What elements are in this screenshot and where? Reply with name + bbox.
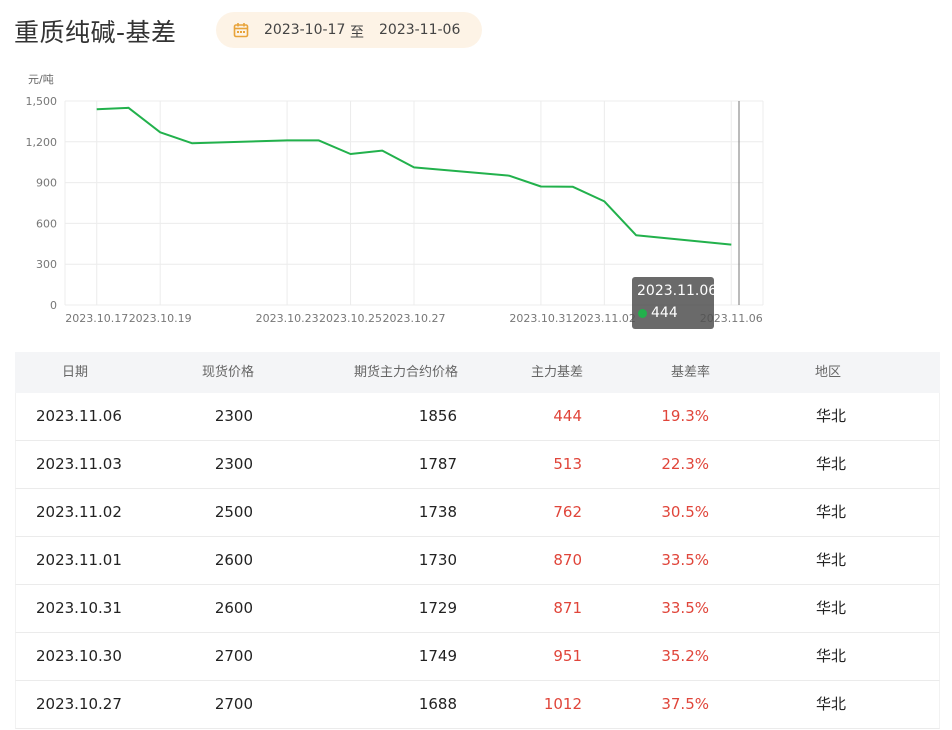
table-row: 2023.11.06 2300 1856 444 19.3% 华北 [15, 393, 940, 441]
date-separator: 至 [350, 25, 364, 41]
table-body: 2023.11.06 2300 1856 444 19.3% 华北 2023.11.03 23… [15, 393, 940, 729]
x-tick-label: 2023.10.25 [319, 312, 382, 325]
cell-date: 2023.10.27 [36, 695, 122, 713]
x-tick-label: 2023.10.31 [509, 312, 572, 325]
cell-region: 华北 [816, 503, 847, 521]
table-header: 日期 现货价格 期货主力合约价格 主力基差 基差率 地区 [15, 352, 940, 393]
cell-basis-rate: 37.5% [661, 695, 709, 713]
basis-line-chart: 1,500 1,200 900 600 300 0 2023.10.17 2023.10.1… [26, 73, 764, 325]
cell-date: 2023.11.03 [36, 455, 122, 473]
cell-region: 华北 [816, 407, 847, 425]
cell-basis: 871 [553, 599, 582, 617]
cell-region: 华北 [816, 695, 847, 713]
cell-spot-price: 2700 [214, 695, 253, 713]
cell-region: 华北 [816, 551, 847, 569]
x-tick-label: 2023.11.06 [700, 312, 763, 325]
x-tick-label: 2023.10.17 [65, 312, 128, 325]
table-row: 2023.11.02 2500 1738 762 30.5% 华北 [15, 489, 940, 537]
cell-region: 华北 [816, 647, 847, 665]
cell-futures-price: 1856 [418, 407, 457, 425]
chart-tooltip: 2023.11.06 444 [632, 277, 718, 329]
y-tick-label: 300 [36, 258, 57, 271]
y-axis-unit: 元/吨 [28, 73, 54, 86]
cell-region: 华北 [816, 455, 847, 473]
cell-spot-price: 2300 [214, 407, 253, 425]
cell-basis: 762 [553, 503, 582, 521]
y-tick-label: 600 [36, 217, 57, 230]
header-spot-price: 现货价格 [201, 365, 254, 380]
cell-spot-price: 2300 [214, 455, 253, 473]
page-title: 重质纯碱-基差 [14, 18, 177, 47]
cell-basis: 951 [553, 647, 582, 665]
table-row: 2023.10.31 2600 1729 871 33.5% 华北 [15, 585, 940, 633]
header-basis: 主力基差 [530, 365, 583, 380]
header-region: 地区 [815, 365, 842, 380]
cell-futures-price: 1730 [418, 551, 457, 569]
x-tick-label: 2023.11.02 [573, 312, 636, 325]
y-tick-label: 1,200 [26, 136, 58, 149]
date-range-picker[interactable]: 2023-10-17 至 2023-11-06 [216, 12, 482, 48]
cell-futures-price: 1787 [418, 455, 457, 473]
x-tick-label: 2023.10.23 [256, 312, 319, 325]
table-row: 2023.10.30 2700 1749 951 35.2% 华北 [15, 633, 940, 681]
y-tick-label: 900 [36, 177, 57, 190]
table-row: 2023.10.27 2700 1688 1012 37.5% 华北 [15, 681, 940, 729]
basis-table: 日期 现货价格 期货主力合约价格 主力基差 基差率 地区 2023.11.06 2… [15, 352, 940, 729]
tooltip-marker [638, 309, 647, 318]
start-date[interactable]: 2023-10-17 [264, 22, 346, 38]
tooltip-date: 2023.11.06 [637, 283, 718, 299]
cell-spot-price: 2600 [214, 599, 253, 617]
cell-date: 2023.11.06 [36, 407, 122, 425]
x-tick-label: 2023.10.27 [383, 312, 446, 325]
header-futures-price: 期货主力合约价格 [353, 365, 458, 380]
cell-basis: 1012 [543, 695, 582, 713]
cell-basis-rate: 33.5% [661, 551, 709, 569]
cell-basis-rate: 33.5% [661, 599, 709, 617]
table-row: 2023.11.03 2300 1787 513 22.3% 华北 [15, 441, 940, 489]
end-date[interactable]: 2023-11-06 [379, 22, 461, 38]
cell-futures-price: 1688 [418, 695, 457, 713]
cell-basis-rate: 19.3% [661, 407, 709, 425]
cell-basis-rate: 22.3% [661, 455, 709, 473]
cell-basis: 513 [553, 455, 582, 473]
cell-futures-price: 1749 [418, 647, 457, 665]
cell-date: 2023.10.31 [36, 599, 122, 617]
header-date: 日期 [62, 365, 89, 380]
y-tick-label: 1,500 [26, 95, 58, 108]
series-line [96, 106, 732, 246]
y-tick-label: 0 [50, 299, 57, 312]
calendar-icon [233, 23, 249, 38]
cell-futures-price: 1729 [418, 599, 457, 617]
cell-spot-price: 2700 [214, 647, 253, 665]
cell-date: 2023.10.30 [36, 647, 122, 665]
cell-basis-rate: 35.2% [661, 647, 709, 665]
cell-basis: 444 [553, 407, 582, 425]
header-basis-rate: 基差率 [670, 365, 710, 380]
cell-spot-price: 2500 [214, 503, 253, 521]
cell-date: 2023.11.01 [36, 551, 122, 569]
cell-basis-rate: 30.5% [661, 503, 709, 521]
cell-basis: 870 [553, 551, 582, 569]
x-tick-label: 2023.10.19 [129, 312, 192, 325]
tooltip-value: 444 [651, 305, 678, 321]
cell-futures-price: 1738 [418, 503, 457, 521]
cell-date: 2023.11.02 [36, 503, 122, 521]
cell-spot-price: 2600 [214, 551, 253, 569]
table-row: 2023.11.01 2600 1730 870 33.5% 华北 [15, 537, 940, 585]
cell-region: 华北 [816, 599, 847, 617]
